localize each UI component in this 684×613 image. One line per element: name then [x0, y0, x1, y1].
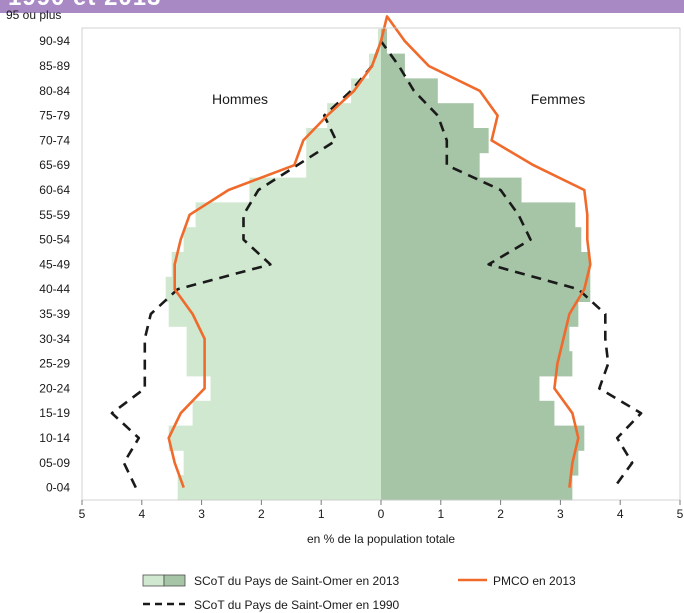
y-tick-label: 65-69 — [39, 158, 70, 172]
bar-hommes-20-24 — [210, 376, 381, 402]
legend: SCoT du Pays de Saint-Omer en 2013 PMCO e… — [142, 574, 576, 612]
y-tick-label: 45-49 — [39, 257, 70, 271]
bar-femmes-85-89 — [381, 53, 405, 79]
bar-hommes-70-74 — [306, 128, 381, 154]
y-tick-label: 20-24 — [39, 381, 70, 395]
bar-hommes-40-44 — [165, 276, 381, 302]
bar-hommes-0-04 — [177, 475, 381, 501]
bar-femmes-65-69 — [381, 152, 480, 178]
bar-hommes-10-14 — [168, 425, 381, 451]
bar-femmes-20-24 — [381, 376, 540, 402]
bar-femmes-30-34 — [381, 326, 570, 352]
axes-layer: 0-04 05-09 10-14 15-19 20-24 25-29 30-34 35-39 4… — [6, 8, 684, 521]
header-title: 1990 et 2013 — [8, 0, 161, 12]
legend-swatch-hommes — [142, 574, 165, 587]
x-tick-label: 3 — [198, 507, 205, 521]
legend-swatch-femmes — [163, 574, 186, 587]
bar-hommes-90-94 — [378, 28, 381, 54]
x-axis-title: en % de la population totale — [307, 532, 455, 546]
bar-hommes-30-34 — [186, 326, 381, 352]
x-tick-label: 3 — [557, 507, 564, 521]
bar-femmes-50-54 — [381, 227, 582, 253]
x-tick-label: 2 — [497, 507, 504, 521]
side-label-femmes: Femmes — [531, 91, 585, 107]
bar-hommes-35-39 — [168, 301, 381, 327]
bar-hommes-05-09 — [183, 450, 381, 476]
header-band: 1990 et 2013 — [0, 0, 684, 13]
bar-femmes-0-04 — [381, 475, 573, 501]
bar-femmes-75-79 — [381, 103, 474, 129]
bar-femmes-60-64 — [381, 177, 522, 203]
x-tick-label: 5 — [79, 507, 86, 521]
x-tick-label: 4 — [138, 507, 145, 521]
y-tick-label: 60-64 — [39, 183, 70, 197]
bar-femmes-25-29 — [381, 351, 573, 377]
y-tick-label: 25-29 — [39, 357, 70, 371]
lines-layer — [110, 15, 643, 489]
bar-femmes-40-44 — [381, 276, 591, 302]
bar-femmes-90-94 — [381, 28, 387, 54]
x-tick-label: 1 — [437, 507, 444, 521]
bar-femmes-55-59 — [381, 202, 576, 228]
y-tick-label: 70-74 — [39, 133, 70, 147]
side-label-hommes: Hommes — [212, 91, 268, 107]
y-tick-label: 80-84 — [39, 84, 70, 98]
y-tick-label: 15-19 — [39, 406, 70, 420]
x-tick-label: 1 — [318, 507, 325, 521]
y-tick-label: 30-34 — [39, 332, 70, 346]
y-tick-label: 75-79 — [39, 109, 70, 123]
x-tick-label: 2 — [258, 507, 265, 521]
bar-femmes-45-49 — [381, 252, 591, 278]
bar-femmes-15-19 — [381, 400, 555, 426]
x-tick-label: 0 — [378, 507, 385, 521]
y-tick-label: 0-04 — [46, 481, 70, 495]
bar-femmes-10-14 — [381, 425, 585, 451]
bar-femmes-70-74 — [381, 128, 489, 154]
bar-hommes-85-89 — [369, 53, 381, 79]
y-tick-label: 50-54 — [39, 233, 70, 247]
x-tick-label: 5 — [677, 507, 684, 521]
bar-hommes-55-59 — [195, 202, 381, 228]
y-tick-label: 85-89 — [39, 59, 70, 73]
y-tick-label: 10-14 — [39, 431, 70, 445]
bars-layer — [165, 28, 591, 501]
y-tick-label: 05-09 — [39, 456, 70, 470]
bar-hommes-60-64 — [249, 177, 381, 203]
bar-hommes-80-84 — [351, 78, 381, 104]
y-tick-label: 40-44 — [39, 282, 70, 296]
y-tick-label: 35-39 — [39, 307, 70, 321]
x-tick-label: 4 — [617, 507, 624, 521]
bar-hommes-15-19 — [192, 400, 381, 426]
bar-hommes-65-69 — [306, 152, 381, 178]
line-pmco-2013 — [167, 15, 592, 489]
y-tick-label: 55-59 — [39, 208, 70, 222]
y-tick-label: 95 ou plus — [6, 8, 61, 22]
bar-femmes-05-09 — [381, 450, 579, 476]
legend-label-scot-1990: SCoT du Pays de Saint-Omer en 1990 — [194, 598, 400, 612]
bar-femmes-35-39 — [381, 301, 579, 327]
bar-hommes-45-49 — [171, 252, 381, 278]
y-tick-label: 90-94 — [39, 34, 70, 48]
legend-label-pmco-2013: PMCO en 2013 — [493, 574, 576, 588]
bar-hommes-50-54 — [183, 227, 381, 253]
bar-hommes-25-29 — [186, 351, 381, 377]
legend-label-scot-2013: SCoT du Pays de Saint-Omer en 2013 — [194, 574, 400, 588]
